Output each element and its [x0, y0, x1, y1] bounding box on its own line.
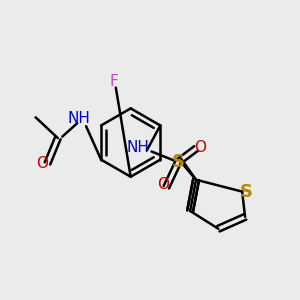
- Text: S: S: [240, 183, 253, 201]
- Text: NH: NH: [67, 111, 90, 126]
- Text: O: O: [157, 177, 169, 192]
- Text: S: S: [172, 153, 185, 171]
- Text: NH: NH: [127, 140, 149, 154]
- Text: O: O: [36, 156, 48, 171]
- Text: F: F: [110, 74, 119, 89]
- Text: O: O: [194, 140, 206, 154]
